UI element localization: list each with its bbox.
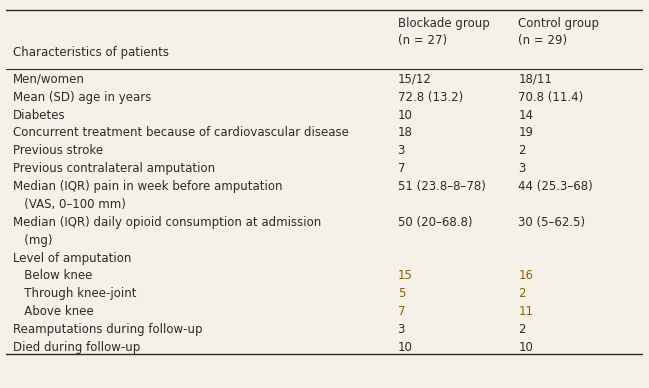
Text: Reamputations during follow-up: Reamputations during follow-up [13, 323, 202, 336]
Text: Men/women: Men/women [13, 73, 85, 86]
Text: 72.8 (13.2): 72.8 (13.2) [398, 91, 463, 104]
Text: Diabetes: Diabetes [13, 109, 66, 121]
Text: 5: 5 [398, 287, 405, 300]
Text: Mean (SD) age in years: Mean (SD) age in years [13, 91, 151, 104]
Text: Through knee-joint: Through knee-joint [13, 287, 136, 300]
Text: Above knee: Above knee [13, 305, 93, 318]
Text: 11: 11 [519, 305, 533, 318]
Text: 19: 19 [519, 126, 533, 139]
Text: 7: 7 [398, 162, 405, 175]
Text: 50 (20–68.8): 50 (20–68.8) [398, 216, 472, 229]
Text: 10: 10 [519, 341, 533, 354]
Text: 18/11: 18/11 [519, 73, 552, 86]
Text: 3: 3 [519, 162, 526, 175]
Text: Previous contralateral amputation: Previous contralateral amputation [13, 162, 215, 175]
Text: 18: 18 [398, 126, 413, 139]
Text: Level of amputation: Level of amputation [13, 251, 131, 265]
Text: 3: 3 [398, 144, 405, 158]
Text: (VAS, 0–100 mm): (VAS, 0–100 mm) [13, 198, 126, 211]
Text: Control group
(n = 29): Control group (n = 29) [519, 17, 600, 47]
Text: Blockade group
(n = 27): Blockade group (n = 27) [398, 17, 489, 47]
Text: 14: 14 [519, 109, 533, 121]
Text: 7: 7 [398, 305, 405, 318]
Text: 44 (25.3–68): 44 (25.3–68) [519, 180, 593, 193]
Text: (mg): (mg) [13, 234, 53, 247]
Text: 51 (23.8–8–78): 51 (23.8–8–78) [398, 180, 485, 193]
Text: Characteristics of patients: Characteristics of patients [13, 45, 169, 59]
Text: 2: 2 [519, 323, 526, 336]
Text: 3: 3 [398, 323, 405, 336]
Text: 30 (5–62.5): 30 (5–62.5) [519, 216, 585, 229]
Text: 70.8 (11.4): 70.8 (11.4) [519, 91, 583, 104]
Text: Median (IQR) daily opioid consumption at admission: Median (IQR) daily opioid consumption at… [13, 216, 321, 229]
Text: 16: 16 [519, 269, 533, 282]
Text: Below knee: Below knee [13, 269, 92, 282]
Text: 2: 2 [519, 144, 526, 158]
Text: Previous stroke: Previous stroke [13, 144, 103, 158]
Text: Median (IQR) pain in week before amputation: Median (IQR) pain in week before amputat… [13, 180, 282, 193]
Text: 10: 10 [398, 341, 413, 354]
Text: 10: 10 [398, 109, 413, 121]
Text: 15/12: 15/12 [398, 73, 432, 86]
Text: Concurrent treatment because of cardiovascular disease: Concurrent treatment because of cardiova… [13, 126, 349, 139]
Text: 15: 15 [398, 269, 413, 282]
Text: Died during follow-up: Died during follow-up [13, 341, 140, 354]
Text: 2: 2 [519, 287, 526, 300]
